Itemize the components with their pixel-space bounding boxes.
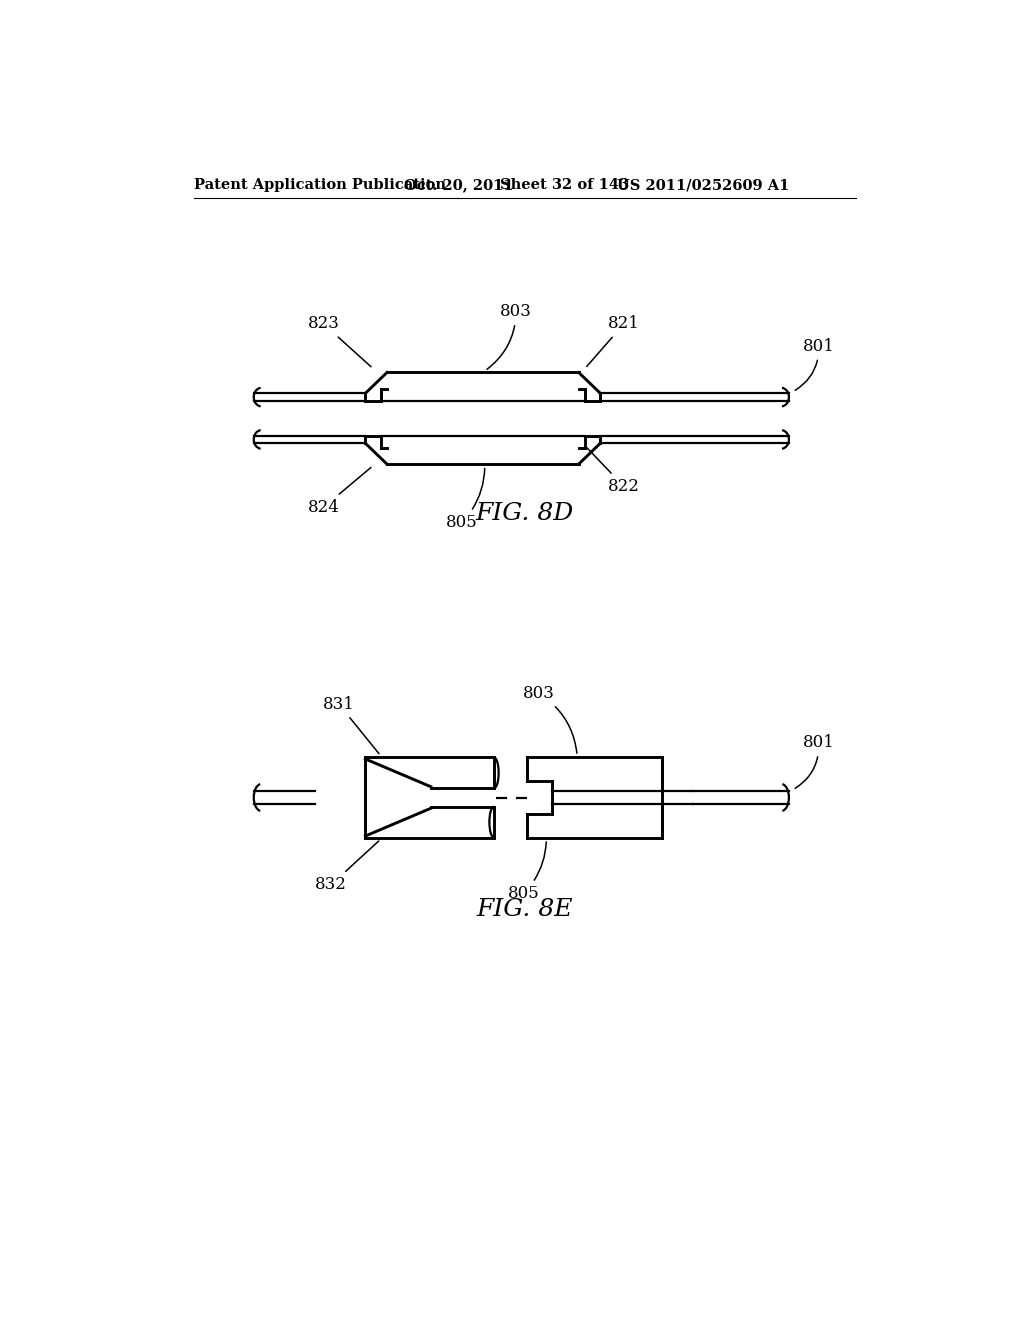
Text: FIG. 8E: FIG. 8E — [476, 898, 573, 920]
Text: 801: 801 — [795, 734, 835, 788]
Text: 821: 821 — [587, 315, 640, 367]
Text: Oct. 20, 2011: Oct. 20, 2011 — [403, 178, 513, 193]
Text: 831: 831 — [323, 696, 379, 754]
Text: 803: 803 — [487, 304, 532, 370]
Text: 822: 822 — [587, 447, 640, 495]
Text: FIG. 8D: FIG. 8D — [476, 502, 573, 525]
Text: 805: 805 — [507, 842, 546, 903]
Text: Patent Application Publication: Patent Application Publication — [194, 178, 445, 193]
Text: US 2011/0252609 A1: US 2011/0252609 A1 — [617, 178, 790, 193]
Text: 801: 801 — [796, 338, 835, 391]
Text: Sheet 32 of 143: Sheet 32 of 143 — [500, 178, 630, 193]
Text: 824: 824 — [307, 467, 371, 516]
Text: 832: 832 — [315, 841, 379, 894]
Text: 803: 803 — [522, 685, 577, 754]
Text: 805: 805 — [445, 469, 484, 531]
Text: 823: 823 — [307, 315, 371, 367]
